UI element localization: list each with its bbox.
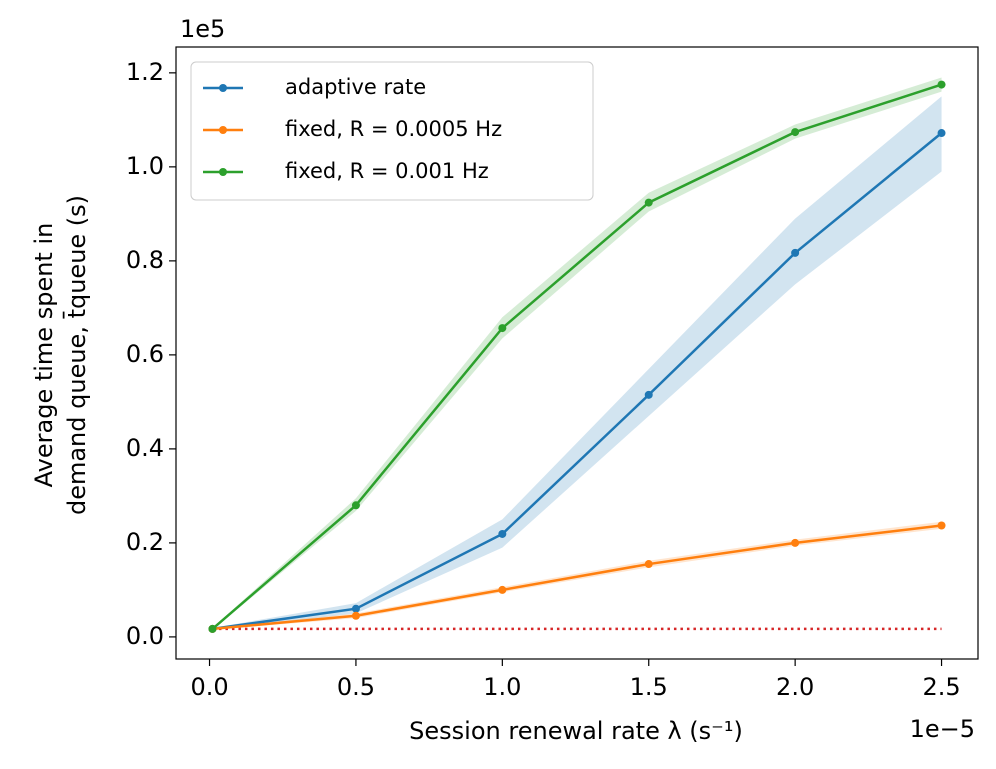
- data-point: [644, 198, 653, 207]
- y-tick-label: 0.2: [126, 528, 164, 556]
- data-point: [937, 521, 946, 530]
- y-offset: 1e5: [180, 15, 225, 43]
- x-tick-label: 1.0: [483, 673, 521, 701]
- series-line: [211, 83, 942, 630]
- legend-label: fixed, R = 0.001 Hz: [285, 159, 489, 183]
- x-offset: 1e−5: [910, 715, 975, 743]
- x-tick-label: 0.5: [337, 673, 375, 701]
- x-tick-label: 1.5: [630, 673, 668, 701]
- data-point: [644, 390, 653, 399]
- plot-frame: [175, 46, 979, 660]
- legend-label: adaptive rate: [285, 75, 426, 99]
- x-axis-label: Session renewal rate λ (s⁻¹): [409, 717, 743, 745]
- data-point: [351, 604, 360, 613]
- x-tick-label: 2.0: [776, 673, 814, 701]
- y-tick-label: 1.0: [126, 152, 164, 180]
- data-point: [351, 611, 360, 620]
- data-point: [791, 248, 800, 257]
- legend-marker: [219, 168, 227, 176]
- data-point: [498, 529, 507, 538]
- y-axis-label: demand queue, t̄queue (s): [62, 195, 91, 515]
- y-tick-label: 1.2: [126, 58, 164, 86]
- data-point: [498, 585, 507, 594]
- y-tick-label: 0.8: [126, 246, 164, 274]
- y-axis-label: Average time spent in: [30, 223, 58, 488]
- x-tick-label: 0.0: [190, 673, 228, 701]
- series-line: [212, 524, 942, 631]
- data-point: [498, 324, 507, 333]
- y-tick-label: 0.4: [126, 434, 164, 462]
- data-point: [937, 129, 946, 138]
- legend-box: [190, 61, 594, 201]
- data-point: [937, 80, 946, 89]
- series-line: [212, 132, 943, 631]
- data-point: [791, 538, 800, 547]
- legend-marker: [219, 84, 227, 92]
- legend-label: fixed, R = 0.0005 Hz: [285, 117, 502, 141]
- y-tick-label: 0.6: [126, 340, 164, 368]
- data-point: [351, 501, 360, 510]
- legend-marker: [219, 126, 227, 134]
- data-point: [208, 624, 217, 633]
- y-tick-label: 0.0: [126, 622, 164, 650]
- data-point: [791, 128, 800, 137]
- data-point: [644, 560, 653, 569]
- x-tick-label: 2.5: [922, 673, 960, 701]
